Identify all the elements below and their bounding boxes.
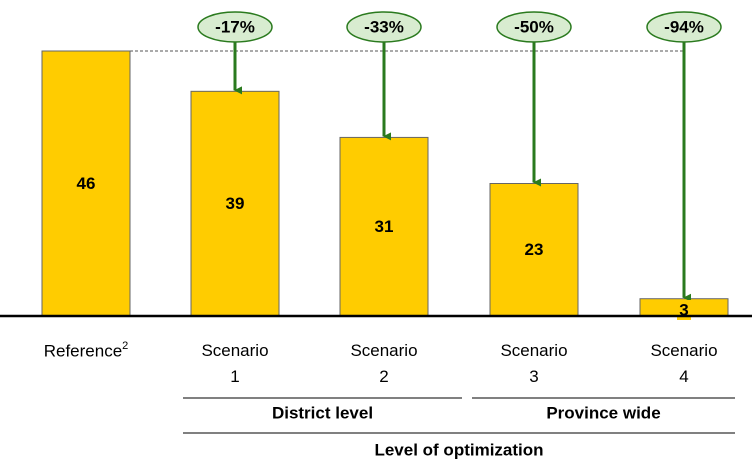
change-label: -17%: [215, 17, 255, 36]
footnote-mark: 2: [122, 340, 128, 352]
x-tick-label: Reference2: [44, 340, 129, 361]
value-label: 46: [77, 174, 96, 193]
value-label: 31: [375, 217, 394, 236]
x-tick-label: Scenario 1: [201, 341, 268, 386]
value-label: 3: [679, 300, 688, 319]
group-label: District level: [272, 403, 373, 422]
value-label: 23: [525, 240, 544, 259]
bar: [190, 90, 280, 317]
group-label: Province wide: [546, 403, 660, 422]
x-axis-label: Level of optimization: [374, 440, 543, 459]
change-bubble: [646, 11, 722, 43]
change-bubble: [197, 11, 273, 43]
change-label: -94%: [664, 17, 704, 36]
change-bubble: [346, 11, 422, 43]
value-label: 39: [226, 194, 245, 213]
x-tick-label: Scenario 3: [500, 341, 567, 386]
change-label: -50%: [514, 17, 554, 36]
change-label: -33%: [364, 17, 404, 36]
x-tick-label: Scenario 2: [350, 341, 417, 386]
bar: [489, 183, 579, 317]
change-bubble: [496, 11, 572, 43]
x-tick-label: Scenario 4: [650, 341, 717, 386]
